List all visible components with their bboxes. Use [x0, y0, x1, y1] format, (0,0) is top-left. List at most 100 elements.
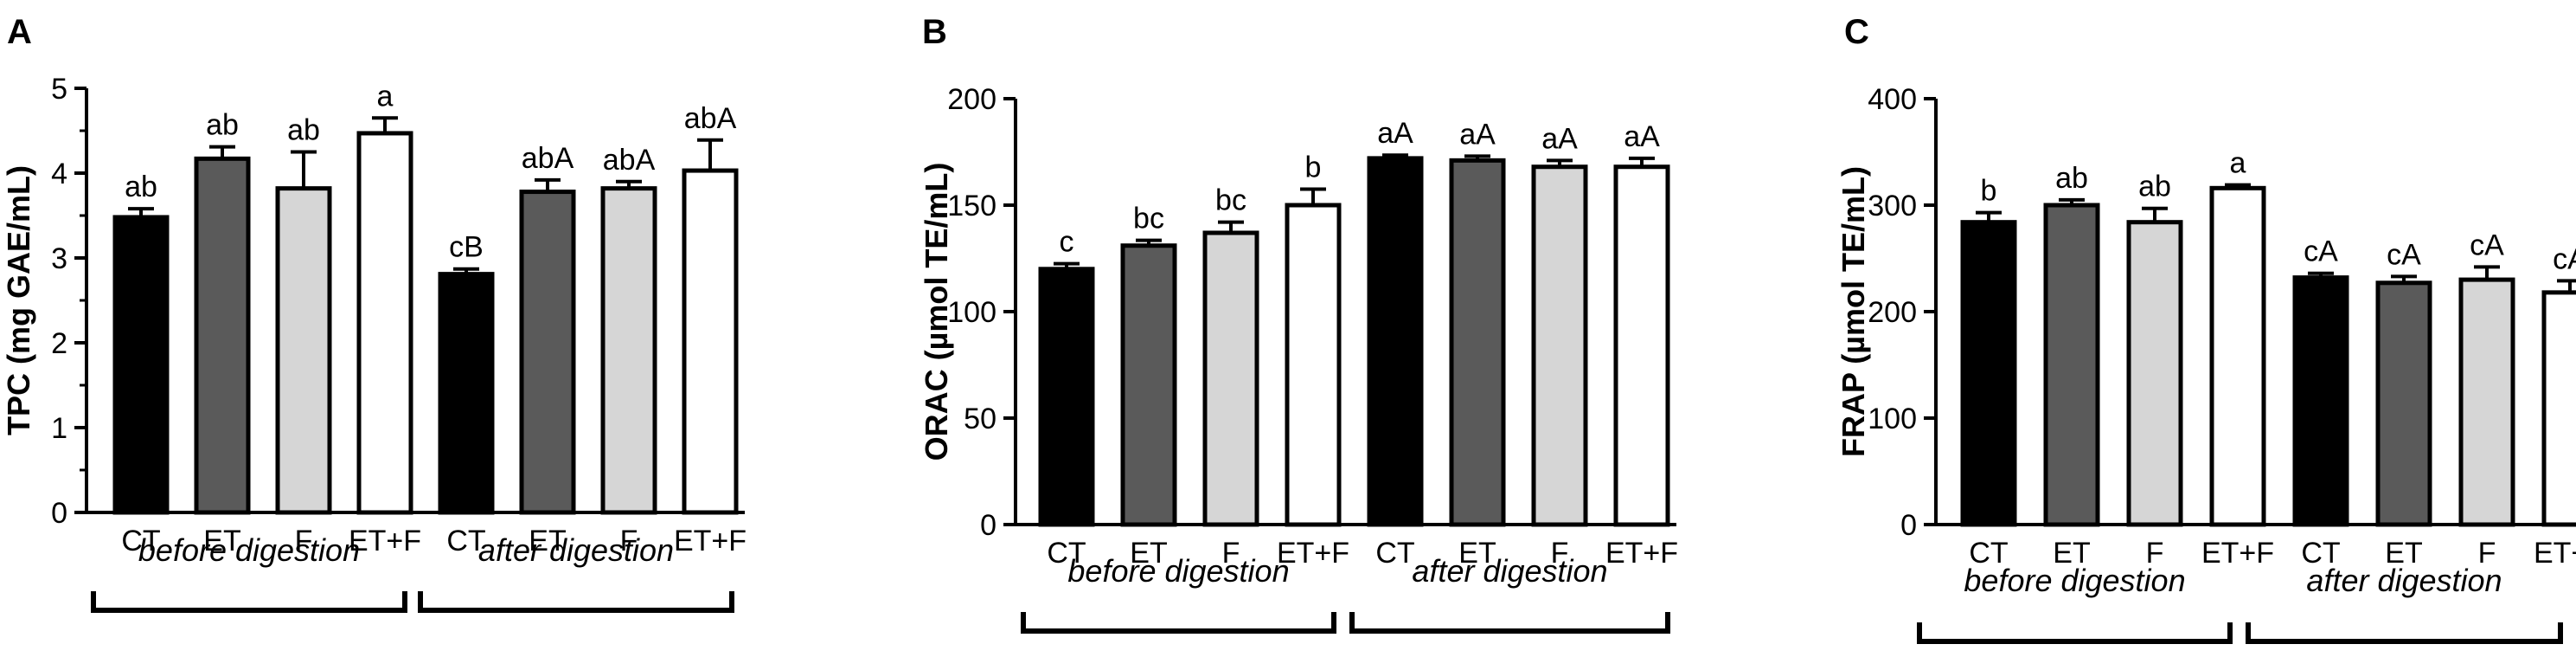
- bar: [194, 156, 251, 515]
- x-tick-label: CT: [446, 525, 485, 557]
- x-tick-label: ET: [2385, 537, 2422, 570]
- bar: [356, 131, 413, 515]
- x-tick-label: ET+F: [1605, 537, 1678, 570]
- x-tick-label: F: [1551, 537, 1569, 570]
- x-tick-label: CT: [1969, 537, 2008, 570]
- significance-label: a: [377, 80, 394, 113]
- bar: [1120, 243, 1177, 527]
- significance-label: ab: [125, 171, 157, 203]
- group-bracket: [2246, 622, 2563, 644]
- y-tick-label: 100: [947, 296, 996, 329]
- bar: [1449, 158, 1506, 527]
- significance-label: abA: [603, 144, 656, 177]
- bar: [438, 272, 495, 515]
- significance-label: ab: [2055, 162, 2088, 195]
- bar: [275, 186, 332, 515]
- y-tick-label: 1: [51, 412, 67, 445]
- x-tick-label: F: [620, 525, 638, 557]
- significance-label: ab: [206, 109, 239, 142]
- panel-letter: B: [922, 13, 947, 51]
- y-tick-label: 0: [1900, 509, 1917, 542]
- significance-label: aA: [1624, 120, 1660, 153]
- bar: [1285, 203, 1342, 527]
- group-label: before digestion: [1067, 553, 1289, 589]
- group-label: after digestion: [478, 532, 674, 568]
- y-tick-label: 400: [1868, 83, 1917, 116]
- significance-label: b: [1981, 175, 1997, 208]
- x-tick-label: ET: [2053, 537, 2090, 570]
- bar: [2458, 277, 2515, 527]
- y-tick-label: 2: [51, 327, 67, 360]
- bar: [112, 215, 170, 515]
- bar: [1613, 164, 1670, 527]
- chart-panel-a: A TPC (mg GAE/mL) 0 1 2 3 4 5 ab CT ab ET ab Fa ET+F cB…: [1, 13, 747, 613]
- y-tick-label: 200: [947, 83, 996, 116]
- y-tick-label: 150: [947, 190, 996, 222]
- x-tick-label: ET+F: [349, 525, 421, 557]
- y-axis-label: TPC (mg GAE/mL): [1, 165, 36, 435]
- significance-label: bc: [1133, 203, 1164, 235]
- significance-label: abA: [522, 142, 574, 175]
- y-tick-label: 0: [980, 509, 996, 542]
- x-tick-label: ET+F: [674, 525, 747, 557]
- group-bracket: [91, 591, 407, 613]
- group-label: before digestion: [1964, 563, 2185, 598]
- bar: [1531, 164, 1588, 527]
- significance-label: cA: [2304, 235, 2338, 268]
- group-bracket: [418, 591, 734, 613]
- panel-letter: A: [7, 13, 32, 51]
- x-tick-label: ET: [203, 525, 240, 557]
- bar: [600, 186, 657, 515]
- bar: [2541, 290, 2576, 527]
- y-axis-label: FRAP (µmol TE/mL): [1836, 166, 1871, 457]
- bar: [2043, 203, 2100, 527]
- bar: [1960, 220, 2017, 527]
- x-tick-label: ET: [529, 525, 566, 557]
- x-tick-label: CT: [1047, 537, 1086, 570]
- group-bracket: [1349, 612, 1670, 634]
- significance-label: c: [1060, 226, 1074, 259]
- significance-label: ab: [287, 114, 320, 147]
- x-tick-label: ET: [1458, 537, 1496, 570]
- group-label: after digestion: [1412, 553, 1607, 589]
- significance-label: cA: [2470, 229, 2504, 261]
- x-tick-label: F: [1222, 537, 1240, 570]
- x-tick-label: CT: [2301, 537, 2340, 570]
- x-tick-label: ET+F: [2201, 537, 2274, 570]
- significance-label: cB: [449, 231, 484, 264]
- y-tick-label: 50: [964, 403, 996, 435]
- x-tick-label: F: [2146, 537, 2164, 570]
- group-label: after digestion: [2306, 563, 2502, 598]
- bar: [1202, 230, 1259, 527]
- significance-label: a: [2230, 147, 2246, 180]
- bar: [1367, 156, 1424, 527]
- bar: [2292, 275, 2349, 527]
- group-bracket: [1917, 622, 2233, 644]
- group-label: before digestion: [138, 532, 360, 568]
- x-tick-label: ET+F: [1277, 537, 1349, 570]
- y-tick-label: 3: [51, 242, 67, 275]
- panel-letter: C: [1844, 13, 1869, 51]
- y-tick-label: 5: [51, 73, 67, 106]
- x-tick-label: CT: [1375, 537, 1414, 570]
- bar: [2209, 185, 2266, 527]
- significance-label: cA: [2387, 238, 2421, 271]
- y-axis-label: ORAC (µmol TE/mL): [919, 163, 954, 461]
- x-tick-label: ET: [1130, 537, 1167, 570]
- y-tick-label: 200: [1868, 296, 1917, 329]
- y-tick-label: 4: [51, 158, 67, 190]
- bar: [1038, 267, 1095, 527]
- chart-panel-b: B ORAC (µmol TE/mL) 0 50 100 150 200 c CT bc ET bc F…: [919, 13, 1678, 634]
- bar: [519, 190, 576, 515]
- group-bracket: [1021, 612, 1336, 634]
- x-tick-label: F: [295, 525, 313, 557]
- y-tick-label: 100: [1868, 403, 1917, 435]
- significance-label: bc: [1215, 184, 1246, 217]
- significance-label: aA: [1377, 117, 1413, 150]
- bar: [2126, 220, 2183, 527]
- significance-label: aA: [1459, 118, 1496, 151]
- bar: [682, 168, 739, 515]
